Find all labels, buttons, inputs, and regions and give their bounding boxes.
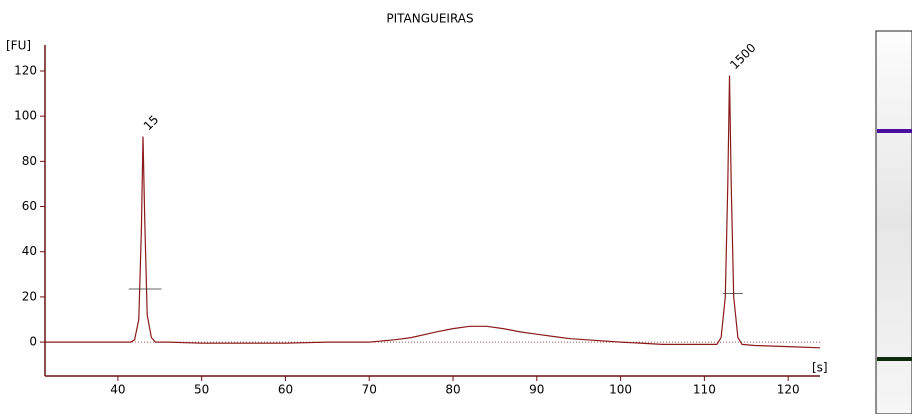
x-tick-label: 120 bbox=[777, 383, 800, 397]
y-tick-label: 60 bbox=[22, 199, 37, 213]
y-tick-label: 80 bbox=[22, 154, 37, 168]
y-tick-label: 0 bbox=[29, 335, 37, 349]
x-tick-label: 60 bbox=[278, 383, 293, 397]
x-tick-label: 50 bbox=[194, 383, 209, 397]
y-axis-label: [FU] bbox=[6, 39, 31, 53]
x-tick-label: 100 bbox=[609, 383, 632, 397]
x-tick-label: 90 bbox=[529, 383, 544, 397]
y-tick-label: 120 bbox=[14, 63, 37, 77]
y-tick-label: 100 bbox=[14, 109, 37, 123]
peak-label: 15 bbox=[141, 112, 162, 133]
chart: PITANGUEIRAS [FU] [s] 0 20 40 60 80 100 120 40 5… bbox=[0, 0, 912, 414]
x-axis-label: [s] bbox=[812, 361, 828, 375]
x-tick-label: 40 bbox=[110, 383, 125, 397]
y-tick-label: 40 bbox=[22, 244, 37, 258]
chart-title: PITANGUEIRAS bbox=[386, 12, 473, 26]
trace bbox=[45, 76, 820, 348]
x-tick-label: 110 bbox=[693, 383, 716, 397]
gel-lane bbox=[876, 31, 912, 414]
x-tick-label: 70 bbox=[362, 383, 377, 397]
peak-label: 1500 bbox=[727, 41, 758, 72]
x-tick-label: 80 bbox=[445, 383, 460, 397]
y-tick-label: 20 bbox=[22, 289, 37, 303]
